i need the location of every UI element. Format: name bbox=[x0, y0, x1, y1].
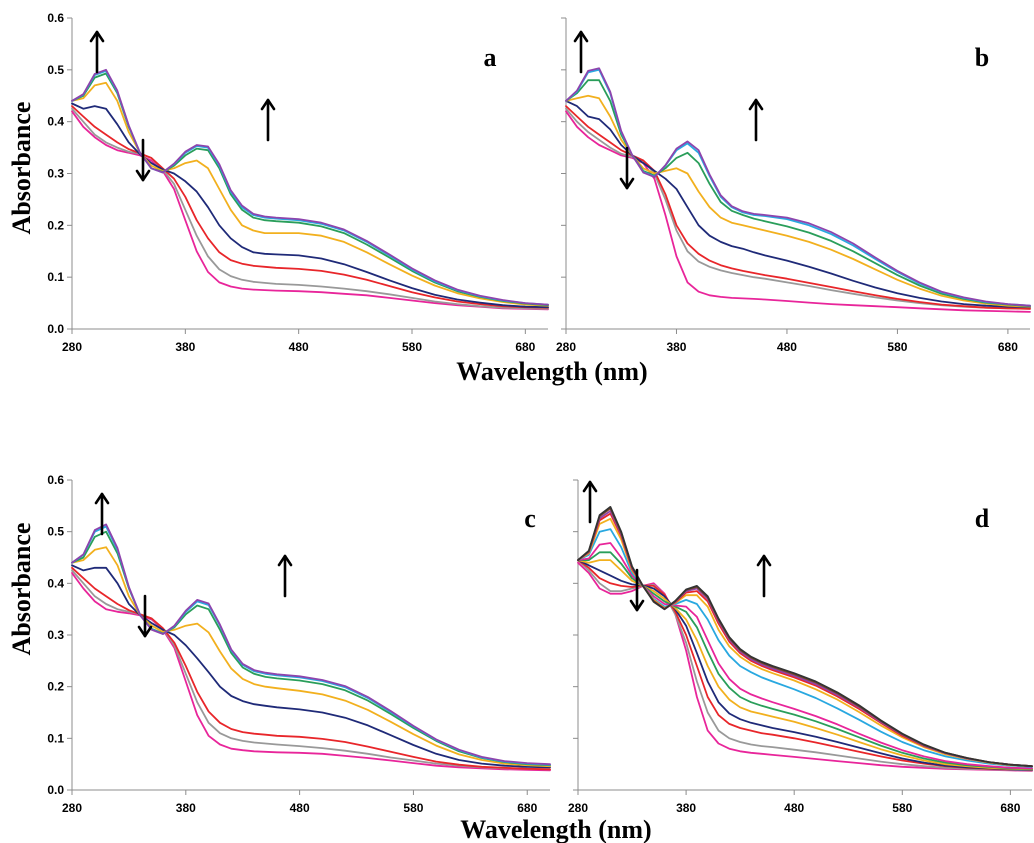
panel-d: 280 380 480 580 680 d bbox=[568, 479, 1033, 815]
series-line-6 bbox=[565, 79, 1031, 308]
x-tick-label: 480 bbox=[289, 340, 309, 354]
series-line-1 bbox=[577, 561, 1033, 772]
series-line-2 bbox=[565, 107, 1031, 310]
y-tick-label: 0.4 bbox=[47, 115, 64, 129]
arrow-up-head-icon bbox=[756, 554, 772, 567]
panel-label: c bbox=[524, 504, 536, 533]
x-axis-title-top: Wavelength (nm) bbox=[456, 357, 647, 386]
series-line-2 bbox=[71, 569, 551, 771]
x-tick-label: 480 bbox=[290, 801, 310, 815]
y-tick-label: 0.0 bbox=[47, 322, 64, 336]
series-line-3 bbox=[71, 105, 549, 309]
y-axis-title-top: Absorbance bbox=[7, 102, 36, 235]
series-line-6 bbox=[577, 551, 1033, 770]
series-line-1 bbox=[71, 110, 549, 311]
x-tick-label: 680 bbox=[515, 340, 535, 354]
x-axis-title-bottom: Wavelength (nm) bbox=[460, 815, 651, 843]
series-line-2 bbox=[577, 559, 1033, 772]
y-tick-label: 0.2 bbox=[47, 680, 64, 694]
x-tick-label: 680 bbox=[1000, 801, 1020, 815]
y-axis-title-bottom: Absorbance bbox=[7, 523, 36, 656]
series-line-5 bbox=[71, 546, 551, 768]
panel-a: 0.0 0.1 0.2 0.3 0.4 0.5 0.6 280 380 480 580 680 a bbox=[47, 11, 549, 354]
x-tick-label: 480 bbox=[777, 340, 797, 354]
x-tick-label: 680 bbox=[517, 801, 537, 815]
arrow-down-head-icon bbox=[619, 177, 635, 190]
y-tick-label: 0.2 bbox=[47, 218, 64, 232]
series-line-3 bbox=[577, 559, 1033, 771]
panel-label: d bbox=[975, 504, 990, 533]
series-line-4 bbox=[565, 100, 1031, 309]
series-line-3 bbox=[71, 566, 551, 771]
x-tick-label: 280 bbox=[62, 801, 82, 815]
arrow-up-head-icon bbox=[260, 98, 276, 111]
panel-label: b bbox=[975, 43, 989, 72]
series-line-1 bbox=[565, 110, 1031, 313]
x-tick-label: 580 bbox=[892, 801, 912, 815]
x-tick-label: 380 bbox=[176, 801, 196, 815]
x-tick-label: 280 bbox=[62, 340, 82, 354]
y-tick-label: 0.5 bbox=[47, 63, 64, 77]
x-tick-label: 480 bbox=[784, 801, 804, 815]
series-line-12 bbox=[577, 507, 1033, 768]
arrow-up-head-icon bbox=[573, 30, 589, 43]
arrow-down-head-icon bbox=[137, 625, 153, 638]
series-line-1 bbox=[71, 572, 551, 772]
y-tick-label: 0.1 bbox=[47, 270, 64, 284]
y-tick-label: 0.5 bbox=[47, 525, 64, 539]
series-line-11 bbox=[577, 510, 1033, 768]
arrow-up-head-icon bbox=[94, 492, 110, 505]
y-tick-label: 0.3 bbox=[47, 167, 64, 181]
x-tick-label: 580 bbox=[403, 801, 423, 815]
y-tick-label: 0.6 bbox=[47, 473, 64, 487]
series-line-7 bbox=[71, 525, 551, 766]
series-line-5 bbox=[71, 81, 549, 307]
series-line-4 bbox=[577, 559, 1033, 771]
y-tick-label: 0.3 bbox=[47, 628, 64, 642]
series-line-8 bbox=[71, 523, 551, 766]
series-line-8 bbox=[71, 68, 549, 306]
panel-b: 280 380 480 580 680 b bbox=[556, 17, 1031, 354]
series-line-8 bbox=[565, 67, 1031, 307]
arrow-up-head-icon bbox=[277, 554, 293, 567]
x-tick-label: 580 bbox=[887, 340, 907, 354]
series-line-13 bbox=[577, 505, 1033, 768]
x-tick-label: 380 bbox=[676, 801, 696, 815]
y-tick-label: 0.4 bbox=[47, 576, 64, 590]
series-line-5 bbox=[577, 559, 1033, 771]
panel-c: 0.0 0.1 0.2 0.3 0.4 0.5 0.6 280 380 480 580 680 c bbox=[47, 473, 551, 815]
y-tick-label: 0.0 bbox=[47, 783, 64, 797]
series-line-4 bbox=[71, 564, 551, 769]
arrow-down-head-icon bbox=[629, 599, 645, 612]
series-line-10 bbox=[577, 512, 1033, 768]
series-line-8 bbox=[577, 528, 1033, 768]
series-line-5 bbox=[565, 94, 1031, 308]
series-line-6 bbox=[71, 530, 551, 767]
x-tick-label: 280 bbox=[568, 801, 588, 815]
series-line-7 bbox=[577, 542, 1033, 770]
x-tick-label: 680 bbox=[998, 340, 1018, 354]
y-tick-label: 0.6 bbox=[47, 11, 64, 25]
series-line-3 bbox=[565, 105, 1031, 310]
series-line-7 bbox=[565, 68, 1031, 307]
arrow-up-head-icon bbox=[582, 480, 598, 493]
x-tick-label: 380 bbox=[666, 340, 686, 354]
x-tick-label: 280 bbox=[556, 340, 576, 354]
y-tick-label: 0.1 bbox=[47, 731, 64, 745]
arrow-up-head-icon bbox=[89, 30, 105, 43]
panel-label: a bbox=[484, 43, 497, 72]
series-line-2 bbox=[71, 107, 549, 310]
series-line-4 bbox=[71, 102, 549, 309]
arrow-down-head-icon bbox=[135, 169, 151, 182]
series-line-9 bbox=[577, 517, 1033, 768]
x-tick-label: 380 bbox=[175, 340, 195, 354]
x-tick-label: 580 bbox=[402, 340, 422, 354]
arrow-up-head-icon bbox=[748, 98, 764, 111]
